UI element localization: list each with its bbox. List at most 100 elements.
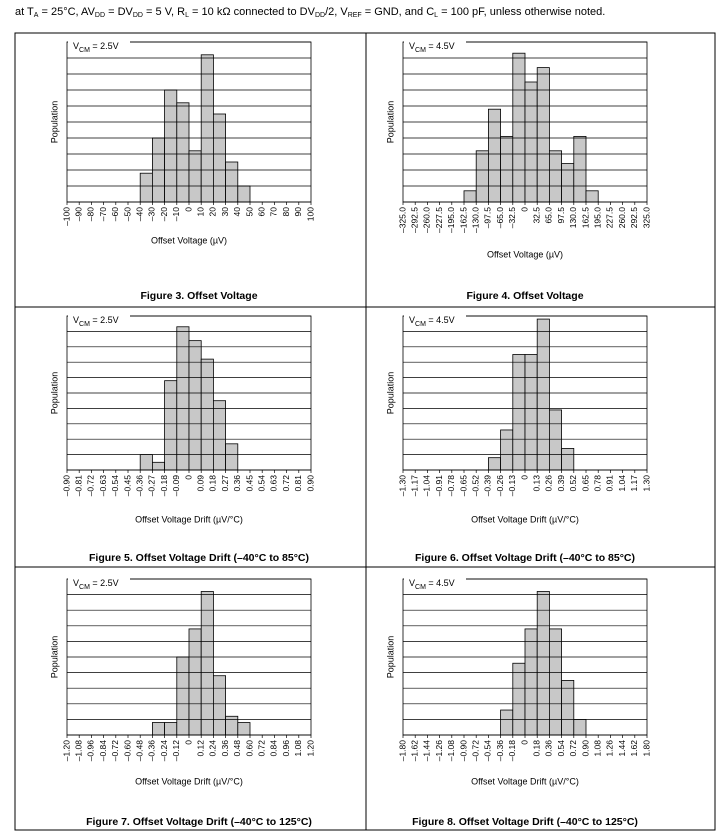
text-run: at T [15,6,34,18]
bar [512,662,526,736]
x-tick-label: 0.12 [195,740,205,757]
bar [139,454,153,471]
bar [500,429,514,471]
bar [512,52,526,203]
subscript: CM [415,47,426,54]
x-tick-label: –0.96 [86,740,96,762]
bar [463,190,477,203]
x-tick-label: 0 [183,740,193,745]
subscript: DD [315,12,325,19]
x-tick-label: 0.63 [269,475,279,492]
figure-caption: Figure 3. Offset Voltage [140,290,257,302]
x-tick-label: –0.27 [147,475,157,497]
text-run: = 2.5V [90,315,119,325]
x-tick-label: 0.90 [580,740,590,757]
annotation-box [68,578,130,592]
x-tick-label: 0.27 [220,475,230,492]
x-tick-label: –1.08 [73,740,83,762]
x-tick-label: 1.62 [629,740,639,757]
x-tick-label: –0.52 [470,475,480,497]
x-tick-label: –292.5 [409,207,419,233]
x-tick-label: 0 [519,475,529,480]
x-tick-label: 0.36 [232,475,242,492]
annotation: VCM = 4.5V [409,41,455,54]
subscript: DD [133,12,143,19]
text-run: = 100 pF, unless otherwise noted. [438,6,605,18]
x-tick-label: –195.0 [446,207,456,233]
x-tick-label: 1.30 [641,475,651,492]
y-axis-label: Population [49,372,59,415]
x-tick-label: –0.81 [73,475,83,497]
text-run: = 4.5V [426,578,455,588]
x-tick-label: 30 [220,207,230,217]
x-tick-label: –97.5 [483,207,493,229]
x-tick-label: 260.0 [617,207,627,229]
x-tick-label: 0.45 [244,475,254,492]
x-tick-label: –1.62 [409,740,419,762]
annotation-box [68,315,130,329]
x-tick-label: 70 [269,207,279,217]
x-tick-label: 0.18 [208,475,218,492]
bar [549,409,563,471]
x-tick-label: 227.5 [605,207,615,229]
annotation-box [404,315,466,329]
bar [212,675,226,736]
bar [536,318,550,471]
bar [573,135,587,203]
x-tick-label: –0.36 [134,475,144,497]
annotation-box [68,41,130,55]
text-run: V [409,578,415,588]
table-border [14,32,716,831]
x-tick-label: –0.36 [495,740,505,762]
subscript: CM [79,321,90,328]
x-tick-label: –0.65 [458,475,468,497]
x-tick-label: –260.0 [422,207,432,233]
x-tick-label: 60 [256,207,266,217]
x-tick-label: –0.09 [171,475,181,497]
x-tick-label: –0.39 [483,475,493,497]
x-tick-label: –0.54 [483,740,493,762]
x-tick-label: 0.09 [195,475,205,492]
annotation-box [404,41,466,55]
text-run: = 10 kΩ connected to DV [189,6,316,18]
subscript: L [434,12,438,19]
x-tick-label: 325.0 [641,207,651,229]
annotation: VCM = 4.5V [409,315,455,328]
x-tick-label: 0 [183,207,193,212]
x-tick-label: –1.08 [446,740,456,762]
x-tick-label: –0.84 [98,740,108,762]
x-tick-label: –0.72 [110,740,120,762]
x-tick-label: 0.36 [544,740,554,757]
x-tick-label: 0 [519,207,529,212]
figure-caption: Figure 5. Offset Voltage Drift (–40°C to… [89,552,309,564]
bar [237,185,251,203]
bar [151,461,165,471]
bar [549,150,563,203]
y-axis-label: Population [49,101,59,144]
x-tick-label: 100 [305,207,315,221]
x-tick-label: –70 [98,207,108,221]
subscript: L [185,12,189,19]
x-tick-label: –227.5 [434,207,444,233]
x-tick-label: 80 [281,207,291,217]
x-tick-label: 0.52 [568,475,578,492]
x-tick-label: –0.12 [171,740,181,762]
x-tick-label: 1.17 [629,475,639,492]
x-tick-label: –20 [159,207,169,221]
bar [561,680,575,736]
x-tick-label: 0.60 [244,740,254,757]
x-tick-label: 0.54 [256,475,266,492]
subscript: REF [348,12,362,19]
bar [176,102,190,203]
annotation: VCM = 2.5V [73,578,119,591]
annotation: VCM = 4.5V [409,578,455,591]
x-tick-label: –1.44 [422,740,432,762]
x-tick-label: –1.04 [422,475,432,497]
figure-caption: Figure 6. Offset Voltage Drift (–40°C to… [415,552,635,564]
bar [200,358,214,471]
x-tick-label: 40 [232,207,242,217]
x-tick-label: 10 [195,207,205,217]
x-tick-label: 32.5 [531,207,541,224]
x-tick-label: –0.72 [86,475,96,497]
